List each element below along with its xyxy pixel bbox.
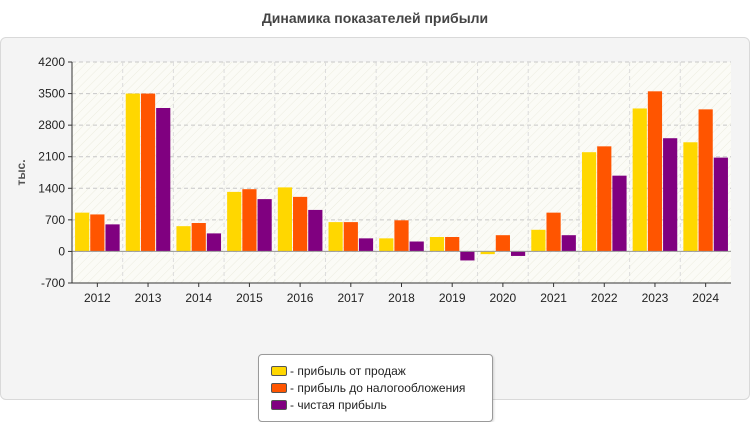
bar-2014-series-2 [191,223,206,252]
bar-2018-series-2 [394,220,409,252]
bar-2016-series-3 [308,209,323,252]
bar-2024-series-1 [683,142,698,252]
y-tick-label: 1400 [38,181,65,195]
bar-2023-series-3 [663,138,678,252]
bar-2015-series-3 [257,199,272,252]
bar-2023-series-1 [632,108,647,252]
bar-2019-series-1 [429,237,445,252]
bar-2020-series-3 [510,251,526,256]
x-tick-label: 2013 [135,291,162,305]
bar-2016-series-2 [293,196,308,252]
x-tick-label: 2017 [337,291,364,305]
bar-2022-series-3 [612,175,627,252]
bar-2020-series-2 [495,235,510,252]
y-tick-label: -700 [41,276,65,290]
y-tick-label: 3500 [38,87,65,101]
bar-2021-series-2 [546,212,561,252]
bar-2016-series-1 [277,187,293,252]
x-tick-label: 2012 [84,291,111,305]
bar-2017-series-2 [343,222,358,252]
chart-plot: 4200 3500 2800 2100 1400 700 0 -700 2012 2013 2014… [14,55,731,305]
chart-title: Динамика показателей прибыли [261,10,489,26]
x-tick-label: 2014 [185,291,212,305]
bar-2012-series-1 [75,212,90,252]
bar-2024-series-3 [713,157,728,252]
x-tick-label: 2020 [490,291,517,305]
bar-2021-series-1 [531,229,546,252]
legend-item-pretax-profit: - прибыль до налогообложения [271,380,465,396]
bar-2018-series-3 [409,241,424,252]
bar-2015-series-2 [242,189,257,252]
x-tick-label: 2019 [439,291,466,305]
x-tick-label: 2021 [540,291,567,305]
bar-2018-series-1 [379,238,394,252]
legend-swatch-net-profit [271,400,287,410]
legend-label-sales-profit: - прибыль от продаж [290,364,406,378]
x-tick-label: 2023 [642,291,669,305]
bar-2015-series-1 [227,191,242,252]
bar-2024-series-2 [698,109,713,252]
bar-2021-series-3 [561,235,576,252]
legend-label-pretax-profit: - прибыль до налогообложения [290,381,466,395]
bar-2013-series-3 [156,108,171,252]
y-tick-label: 2800 [38,118,65,132]
bar-2012-series-3 [105,224,120,252]
legend-swatch-pretax-profit [271,383,287,393]
y-tick-label: 0 [58,244,65,258]
bar-2022-series-1 [581,152,597,252]
bar-2014-series-1 [176,226,191,252]
legend-item-sales-profit: - прибыль от продаж [271,363,406,379]
legend: - прибыль от продаж - прибыль до налогоо… [258,354,493,422]
bar-2023-series-2 [647,91,663,252]
bar-2013-series-1 [125,93,140,252]
x-tick-label: 2015 [236,291,263,305]
bar-2017-series-3 [358,238,374,252]
bar-2014-series-3 [206,233,222,252]
bar-2022-series-2 [597,146,612,252]
bar-2020-series-1 [480,251,495,255]
x-tick-label: 2022 [591,291,618,305]
bar-2017-series-1 [328,222,343,252]
x-tick-label: 2024 [692,291,719,305]
y-tick-label: 700 [45,213,65,227]
bar-2012-series-2 [90,214,105,252]
bar-2019-series-3 [460,251,475,261]
bar-2019-series-2 [445,237,460,252]
y-tick-label: 4200 [38,55,65,69]
bar-2013-series-2 [140,93,156,252]
x-tick-label: 2018 [388,291,415,305]
x-tick-label: 2016 [287,291,314,305]
legend-label-net-profit: - чистая прибыль [290,398,387,412]
y-tick-label: 2100 [38,150,65,164]
legend-item-net-profit: - чистая прибыль [271,397,387,413]
chart-panel: 4200 3500 2800 2100 1400 700 0 -700 2012 2013 2014… [0,37,750,422]
y-axis-label: тыс. [14,159,28,185]
legend-swatch-sales-profit [271,366,287,376]
